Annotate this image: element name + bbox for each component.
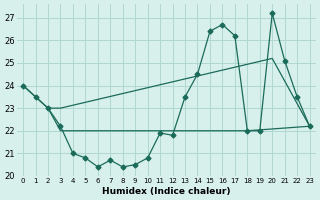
X-axis label: Humidex (Indice chaleur): Humidex (Indice chaleur): [102, 187, 231, 196]
